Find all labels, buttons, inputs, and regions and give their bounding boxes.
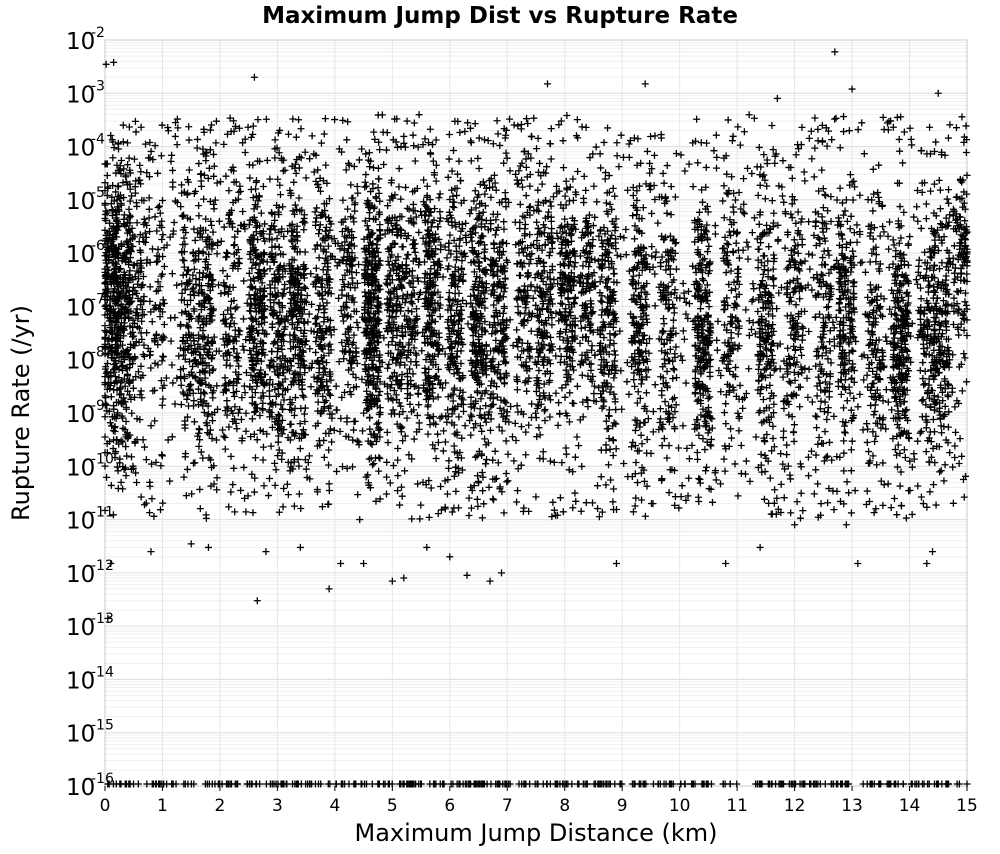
scatter-chart: 0123456789101112131415 10-210-310-410-51… <box>0 0 1000 850</box>
chart-container: 0123456789101112131415 10-210-310-410-51… <box>0 0 1000 850</box>
